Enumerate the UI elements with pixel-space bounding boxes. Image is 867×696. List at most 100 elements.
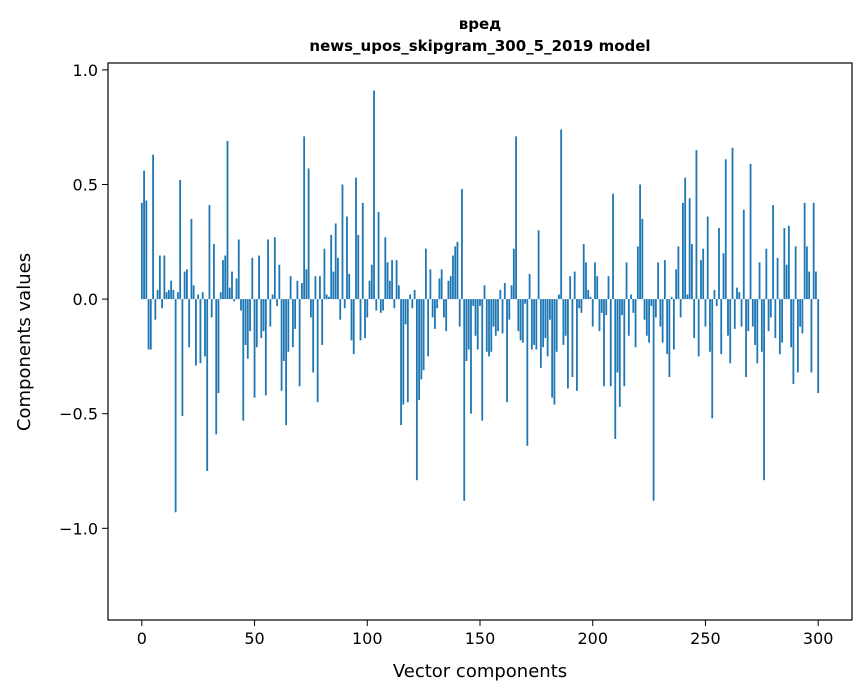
bar xyxy=(695,150,698,300)
bar xyxy=(231,271,233,300)
bar xyxy=(668,299,671,378)
bar xyxy=(605,299,608,316)
bar xyxy=(267,239,269,300)
bar xyxy=(503,283,506,300)
bar xyxy=(542,299,545,348)
bar xyxy=(634,299,637,348)
x-tick-label: 200 xyxy=(577,629,608,648)
bar xyxy=(742,209,745,300)
bar xyxy=(156,289,159,300)
bar xyxy=(235,278,238,300)
bar xyxy=(724,159,727,300)
bar xyxy=(463,299,466,501)
bar xyxy=(422,299,425,371)
bar xyxy=(747,299,750,332)
bar xyxy=(492,299,495,327)
bar xyxy=(560,129,563,300)
bar xyxy=(772,205,774,300)
y-tick-label: 0.0 xyxy=(73,290,98,309)
x-tick-label: 300 xyxy=(803,629,834,648)
bar xyxy=(319,276,321,300)
x-tick-label: 150 xyxy=(465,629,496,648)
bar xyxy=(190,218,193,300)
bar xyxy=(684,177,687,300)
bar xyxy=(738,292,741,300)
bar xyxy=(370,264,373,300)
bar xyxy=(612,193,614,300)
bar xyxy=(397,285,400,300)
bar xyxy=(296,280,299,300)
bar xyxy=(594,262,596,300)
bar xyxy=(470,299,472,414)
bar xyxy=(591,299,594,327)
bar xyxy=(767,299,770,332)
bar xyxy=(632,299,635,313)
bar xyxy=(817,299,820,394)
bar xyxy=(564,299,567,336)
bar xyxy=(713,289,716,300)
bar xyxy=(645,299,648,336)
bar xyxy=(526,299,529,446)
bar xyxy=(704,299,707,327)
bar xyxy=(440,269,443,300)
bar xyxy=(429,269,432,300)
bar xyxy=(431,299,434,318)
bar xyxy=(294,299,297,329)
bar xyxy=(210,299,213,318)
x-tick-label: 0 xyxy=(137,629,147,648)
bar xyxy=(452,255,454,300)
bar xyxy=(409,294,412,300)
bar xyxy=(796,299,799,373)
bar xyxy=(438,278,441,300)
bar xyxy=(384,237,387,300)
bar xyxy=(170,280,173,300)
bar xyxy=(375,299,378,311)
bar xyxy=(812,202,815,300)
bar xyxy=(598,299,601,332)
bar xyxy=(186,269,188,300)
bar xyxy=(325,294,328,300)
bar xyxy=(305,269,308,300)
bar xyxy=(558,294,560,300)
bar xyxy=(652,299,655,501)
bar xyxy=(778,299,781,355)
x-axis-label: Vector components xyxy=(393,661,567,682)
bar xyxy=(749,163,752,300)
bar xyxy=(449,276,452,300)
bar xyxy=(533,299,536,345)
bar xyxy=(481,299,484,421)
bar xyxy=(785,264,788,300)
bar xyxy=(630,294,632,300)
bar xyxy=(427,299,430,357)
bar xyxy=(510,285,513,300)
bar xyxy=(499,289,502,300)
bar xyxy=(731,147,734,300)
bar xyxy=(456,241,459,300)
bar xyxy=(404,299,407,325)
bar xyxy=(727,299,729,336)
bar xyxy=(242,299,245,421)
bar xyxy=(140,202,143,300)
bar xyxy=(359,299,362,341)
bar xyxy=(204,299,206,357)
bar xyxy=(530,299,533,350)
bar xyxy=(400,299,402,426)
bar xyxy=(249,299,251,332)
bar xyxy=(722,253,725,300)
y-tick-label: 0.5 xyxy=(73,175,98,194)
bar xyxy=(539,299,542,368)
bar xyxy=(627,299,630,336)
bar xyxy=(393,299,396,309)
bar xyxy=(490,299,493,352)
bar xyxy=(357,234,360,300)
bar xyxy=(361,202,364,300)
bar xyxy=(679,299,682,318)
bar xyxy=(524,299,526,304)
bar xyxy=(573,271,576,300)
bar xyxy=(641,218,644,300)
bar xyxy=(368,280,371,300)
bar xyxy=(745,299,747,378)
bar xyxy=(233,299,236,302)
bar xyxy=(808,271,811,300)
bar xyxy=(657,262,660,300)
